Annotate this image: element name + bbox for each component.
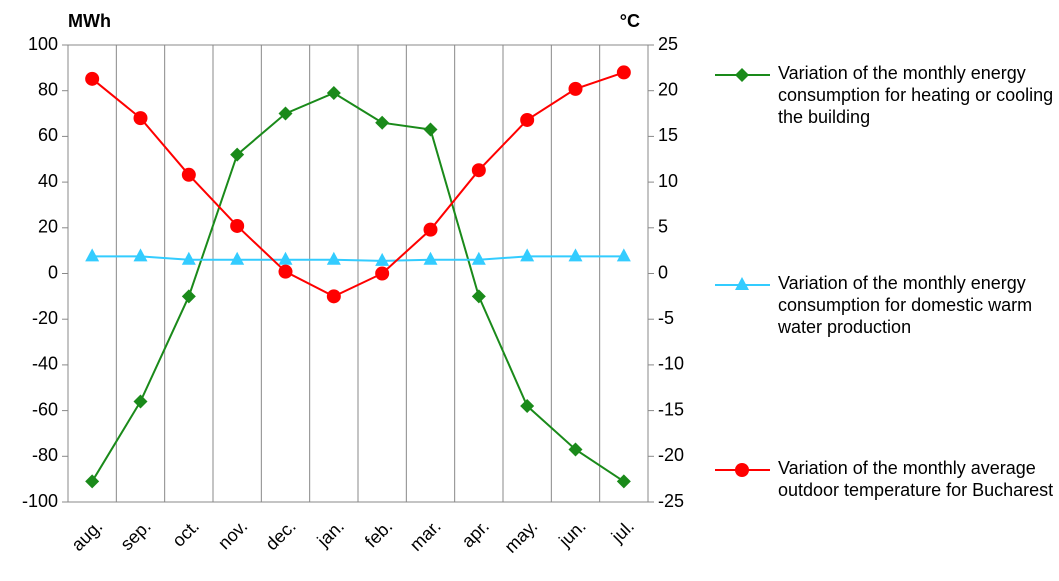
y-tick-label: 60 [38,125,58,145]
y2-tick-label: -20 [658,445,684,465]
marker [375,266,390,281]
x-tick-label: nov. [214,516,251,553]
y-tick-label: 20 [38,217,58,237]
marker [616,474,631,489]
marker [520,399,535,414]
marker [423,251,438,265]
y2-tick-label: 15 [658,125,678,145]
marker [85,474,100,489]
y-tick-label: 0 [48,262,58,282]
marker [181,251,196,265]
y-axis-label: MWh [68,11,111,31]
marker [568,248,583,262]
marker [133,111,148,126]
y2-tick-label: -10 [658,354,684,374]
marker [230,251,245,265]
y-tick-label: 100 [28,34,58,54]
marker [326,251,341,265]
marker [278,251,293,265]
marker [181,289,196,304]
legend-label: Variation of the monthly average outdoor… [778,458,1054,500]
x-tick-label: may. [501,516,542,557]
y-tick-label: 80 [38,79,58,99]
marker [278,264,293,279]
y-tick-label: -80 [32,445,58,465]
y2-tick-label: -5 [658,308,674,328]
marker [326,289,341,304]
series-line [91,91,625,483]
x-tick-label: mar. [406,516,445,555]
x-tick-label: jan. [313,516,348,551]
x-tick-label: aug. [67,516,106,555]
y-tick-label: 40 [38,171,58,191]
marker [471,289,486,304]
y2-tick-label: -15 [658,399,684,419]
marker [568,442,583,457]
y-tick-label: -100 [22,491,58,511]
marker [85,248,100,262]
series-line [92,255,624,262]
y2-tick-label: -25 [658,491,684,511]
marker [423,222,438,237]
y-tick-label: -20 [32,308,58,328]
marker [735,68,749,82]
marker [520,248,535,262]
x-tick-label: apr. [458,516,493,551]
marker [471,163,486,178]
marker [133,248,148,262]
marker [735,463,749,477]
marker [616,65,631,80]
x-tick-label: jun. [554,516,589,551]
marker [616,248,631,262]
y-tick-label: -60 [32,399,58,419]
marker [230,147,245,162]
marker [326,85,341,100]
series-line [91,71,625,298]
y-tick-label: -40 [32,354,58,374]
x-tick-label: dec. [261,516,299,554]
y2-tick-label: 25 [658,34,678,54]
legend-label: Variation of the monthly energy consumpt… [778,273,1033,337]
marker [568,81,583,96]
y2-axis-label: °C [620,11,640,31]
x-tick-label: oct. [168,516,203,551]
marker [278,106,293,121]
marker [133,394,148,409]
x-tick-label: jul. [607,516,638,547]
y2-tick-label: 0 [658,262,668,282]
marker [181,167,196,182]
y2-tick-label: 20 [658,79,678,99]
x-tick-label: sep. [116,516,154,554]
x-tick-label: feb. [361,516,396,551]
y2-tick-label: 10 [658,171,678,191]
y2-tick-label: 5 [658,217,668,237]
marker [375,252,390,266]
marker [520,112,535,127]
marker [230,218,245,233]
marker [735,277,749,290]
marker [471,251,486,265]
marker [85,71,100,86]
marker [423,122,438,137]
legend-label: Variation of the monthly energy consumpt… [778,63,1054,127]
marker [375,115,390,130]
